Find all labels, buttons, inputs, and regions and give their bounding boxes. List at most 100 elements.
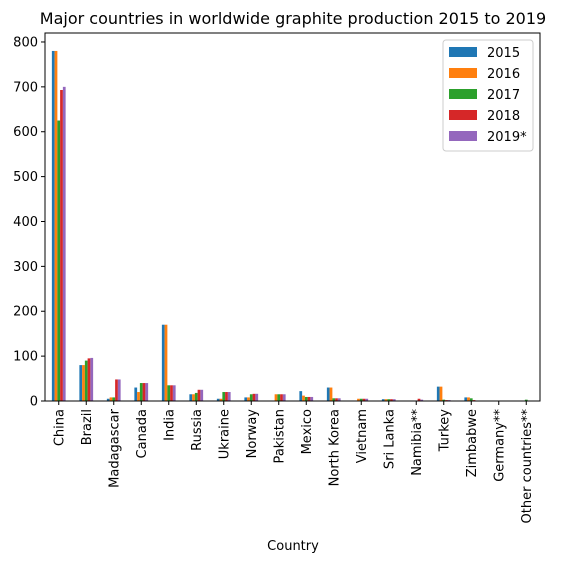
plot-frame: [44, 32, 541, 402]
y-tick-label: 600: [13, 125, 38, 140]
legend-swatch: [449, 68, 477, 78]
legend-label: 2019*: [487, 130, 527, 145]
legend-label: 2015: [487, 46, 520, 61]
y-tick-label: 700: [13, 80, 38, 95]
bar-2016-mexico: [302, 395, 305, 401]
x-tick-label: Germany**: [492, 409, 507, 482]
bar-2015-brazil: [79, 365, 83, 401]
x-tick-label: India: [162, 409, 177, 441]
bar-2016-ukraine: [219, 398, 223, 401]
bar-2017-ukraine: [222, 392, 226, 401]
bar-2019-srilanka: [392, 399, 396, 401]
legend-swatch: [449, 89, 477, 99]
y-axis: 0 100 200 300 400 500 600 700 800: [13, 35, 45, 410]
bar-2018-northkorea: [335, 398, 338, 401]
x-tick-label: Norway: [245, 409, 260, 459]
bar-2017-mexico: [304, 396, 308, 401]
bar-2017-turkey: [442, 399, 446, 401]
legend-swatch: [449, 47, 477, 57]
y-tick-label: 200: [13, 305, 38, 320]
bar-2017-norway: [249, 394, 253, 401]
y-tick-label: 300: [13, 260, 38, 275]
bar-2018-canada: [142, 383, 146, 401]
bar-2019-canada: [145, 383, 149, 401]
bar-2015-norway: [244, 397, 248, 401]
bar-2017-zimbabwe: [469, 398, 473, 401]
x-tick-label: Namibia**: [410, 409, 425, 476]
bar-2018-india: [170, 385, 173, 401]
bar-2017-russia: [194, 392, 198, 401]
bar-2016-srilanka: [384, 399, 388, 401]
y-tick-label: 0: [30, 395, 38, 410]
legend-label: 2018: [487, 109, 520, 124]
bar-2018-norway: [252, 393, 256, 401]
x-tick-label: Pakistan: [272, 409, 287, 463]
y-tick-label: 500: [13, 170, 38, 185]
bar-2016-turkey: [439, 386, 443, 401]
bar-2015-mexico: [299, 391, 303, 401]
bar-2018-madagascar: [115, 379, 118, 401]
bar-2018-mexico: [307, 396, 311, 401]
chart-title: Major countries in worldwide graphite pr…: [40, 9, 546, 28]
bar-2015-srilanka: [381, 399, 385, 401]
bar-2016-india: [164, 324, 168, 401]
bar-2015-russia: [189, 394, 193, 401]
legend-box: [442, 39, 534, 152]
bar-2019-vietnam: [365, 398, 369, 401]
x-tick-label: Turkey: [437, 409, 452, 453]
bar-2016-russia: [192, 394, 195, 401]
bar-2019-mexico: [310, 396, 314, 401]
bar-2016-china: [54, 50, 58, 401]
bar-2019-china: [62, 86, 66, 401]
legend-label: 2017: [487, 88, 520, 103]
bar-2017-othercountries: [524, 399, 528, 401]
y-tick-label: 400: [13, 215, 38, 230]
bar-2019-namibia: [420, 399, 424, 401]
bar-2015-madagascar: [106, 398, 110, 401]
bar-2019-pakistan: [282, 394, 286, 401]
bar-2017-northkorea: [332, 398, 336, 401]
bar-2018-vietnam: [362, 398, 366, 401]
bar-2015-turkey: [436, 386, 440, 401]
y-tick-label: 800: [13, 35, 38, 50]
bar-2015-canada: [134, 387, 138, 401]
bar-2017-brazil: [84, 360, 88, 401]
x-tick-label: North Korea: [327, 409, 342, 486]
bar-2018-china: [60, 89, 63, 402]
x-tick-label: Brazil: [80, 409, 95, 445]
x-tick-label: Canada: [135, 409, 150, 458]
bar-2016-canada: [137, 392, 140, 401]
x-tick-label: Russia: [190, 409, 205, 451]
bar-2019-india: [172, 385, 176, 401]
bar-2018-russia: [197, 389, 201, 401]
bar-2018-pakistan: [280, 394, 283, 401]
bar-2015-india: [161, 324, 165, 401]
bar-2017-china: [57, 120, 61, 401]
legend-swatch: [449, 131, 477, 141]
y-tick-label: 100: [13, 350, 38, 365]
bar-2019-ukraine: [227, 392, 231, 401]
x-axis: China Brazil Madagascar Canada India Russia Uk…: [52, 401, 535, 523]
x-tick-label: Vietnam: [355, 409, 370, 463]
bar-2017-canada: [139, 383, 143, 401]
bar-2015-zimbabwe: [464, 397, 468, 401]
bar-2015-ukraine: [216, 398, 220, 401]
bar-2018-namibia: [417, 398, 421, 401]
x-tick-label: Zimbabwe: [465, 409, 480, 477]
x-tick-label: Sri Lanka: [382, 409, 397, 469]
x-tick-label: Other countries**: [520, 409, 535, 524]
bar-2017-vietnam: [359, 398, 363, 401]
bar-2019-northkorea: [337, 398, 341, 401]
bar-2016-brazil: [82, 365, 85, 401]
bar-2016-pakistan: [274, 394, 278, 401]
bar-2015-china: [51, 50, 55, 401]
legend-label: 2016: [487, 67, 520, 82]
legend: 2015 2016 2017 2018 2019*: [442, 39, 534, 152]
bar-2019-madagascar: [117, 379, 121, 401]
bar-2017-pakistan: [277, 394, 281, 401]
bar-2016-norway: [247, 397, 250, 401]
bar-2015-northkorea: [326, 387, 330, 401]
bar-2018-brazil: [87, 358, 91, 401]
x-tick-label: Ukraine: [217, 409, 232, 459]
